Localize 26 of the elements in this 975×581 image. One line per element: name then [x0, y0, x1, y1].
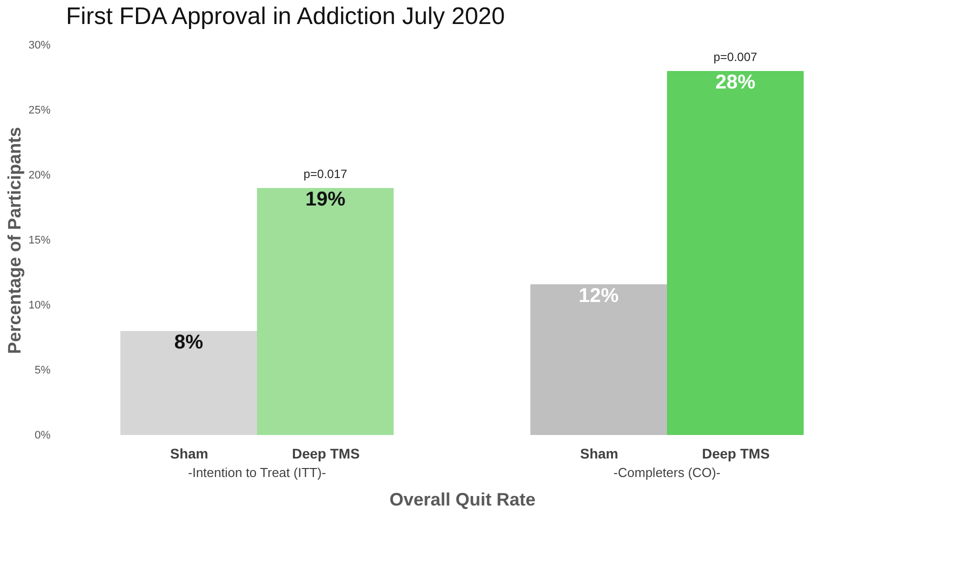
- bar: [667, 71, 804, 435]
- y-tick-label: 25%: [28, 104, 51, 116]
- y-tick-label: 30%: [28, 40, 51, 52]
- data-label: 12%: [578, 284, 619, 307]
- bar: [530, 284, 667, 435]
- y-tick-label: 20%: [28, 170, 51, 182]
- x-axis-title: Overall Quit Rate: [389, 490, 536, 510]
- chart-title: First FDA Approval in Addiction July 2020: [66, 3, 505, 30]
- data-label: 8%: [174, 332, 204, 354]
- x-tick-label: Sham: [170, 446, 208, 462]
- y-tick-label: 0%: [34, 430, 51, 442]
- x-tick-label: Sham: [580, 446, 618, 462]
- data-label: 28%: [715, 72, 756, 94]
- y-tick-label: 10%: [28, 300, 51, 312]
- y-tick-label: 5%: [34, 364, 51, 376]
- text: -Completers (CO)-: [614, 465, 720, 480]
- x-tick-label: Deep TMS: [702, 446, 770, 462]
- annotation: p=0.007: [713, 50, 758, 64]
- bar: [120, 331, 257, 435]
- y-axis-title: Percentage of Participants: [4, 126, 24, 354]
- data-label: 19%: [305, 188, 346, 211]
- bar: [257, 188, 394, 435]
- text: -Intention to Treat (ITT)-: [188, 465, 326, 480]
- y-tick-label: 15%: [28, 234, 51, 246]
- annotation: p=0.017: [303, 167, 348, 181]
- x-tick-label: Deep TMS: [292, 446, 360, 462]
